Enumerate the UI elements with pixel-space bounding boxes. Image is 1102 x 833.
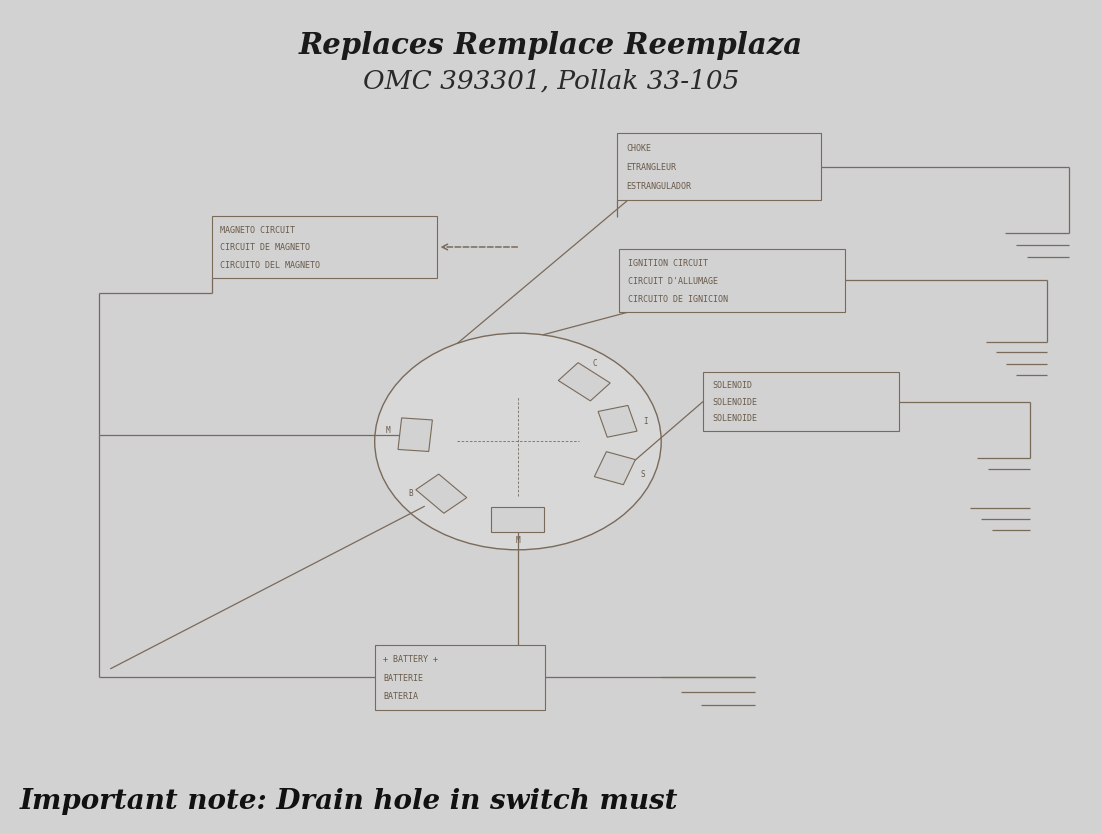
Text: BATERIA: BATERIA	[383, 692, 419, 701]
Text: MAGNETO CIRCUIT: MAGNETO CIRCUIT	[220, 226, 295, 235]
Bar	[398, 418, 432, 451]
Bar	[617, 133, 821, 200]
Text: CIRCUITO DEL MAGNETO: CIRCUITO DEL MAGNETO	[220, 262, 321, 270]
Text: Important note: Drain hole in switch must: Important note: Drain hole in switch mus…	[20, 788, 679, 815]
Text: CIRCUITO DE IGNICION: CIRCUITO DE IGNICION	[628, 295, 728, 303]
Bar	[598, 406, 637, 437]
Bar	[415, 474, 467, 513]
Text: Replaces Remplace Reemplaza: Replaces Remplace Reemplaza	[299, 32, 803, 60]
Text: B: B	[408, 489, 413, 498]
Text: M: M	[386, 426, 390, 435]
Text: C: C	[593, 359, 597, 368]
Bar	[491, 507, 544, 532]
Text: SOLENOIDE: SOLENOIDE	[712, 415, 757, 423]
Circle shape	[375, 333, 661, 550]
Text: CIRCUIT DE MAGNETO: CIRCUIT DE MAGNETO	[220, 243, 311, 252]
Text: CIRCUIT D'ALLUMAGE: CIRCUIT D'ALLUMAGE	[628, 277, 719, 286]
Text: CHOKE: CHOKE	[626, 144, 651, 153]
Text: SOLENOIDE: SOLENOIDE	[712, 398, 757, 407]
Text: M: M	[516, 536, 520, 545]
Bar	[619, 249, 845, 312]
Text: ETRANGLEUR: ETRANGLEUR	[626, 163, 676, 172]
Bar	[212, 216, 437, 278]
Text: SOLENOID: SOLENOID	[712, 382, 752, 390]
Bar	[703, 372, 899, 431]
Bar	[594, 451, 636, 485]
Text: I: I	[642, 416, 648, 426]
Bar	[559, 362, 611, 401]
Text: IGNITION CIRCUIT: IGNITION CIRCUIT	[628, 259, 709, 268]
Text: BATTERIE: BATTERIE	[383, 674, 423, 683]
Text: + BATTERY +: + BATTERY +	[383, 655, 439, 664]
Text: S: S	[640, 471, 645, 479]
Text: OMC 393301, Pollak 33-105: OMC 393301, Pollak 33-105	[363, 68, 739, 93]
Text: ESTRANGULADOR: ESTRANGULADOR	[626, 182, 691, 191]
Bar	[375, 645, 545, 710]
